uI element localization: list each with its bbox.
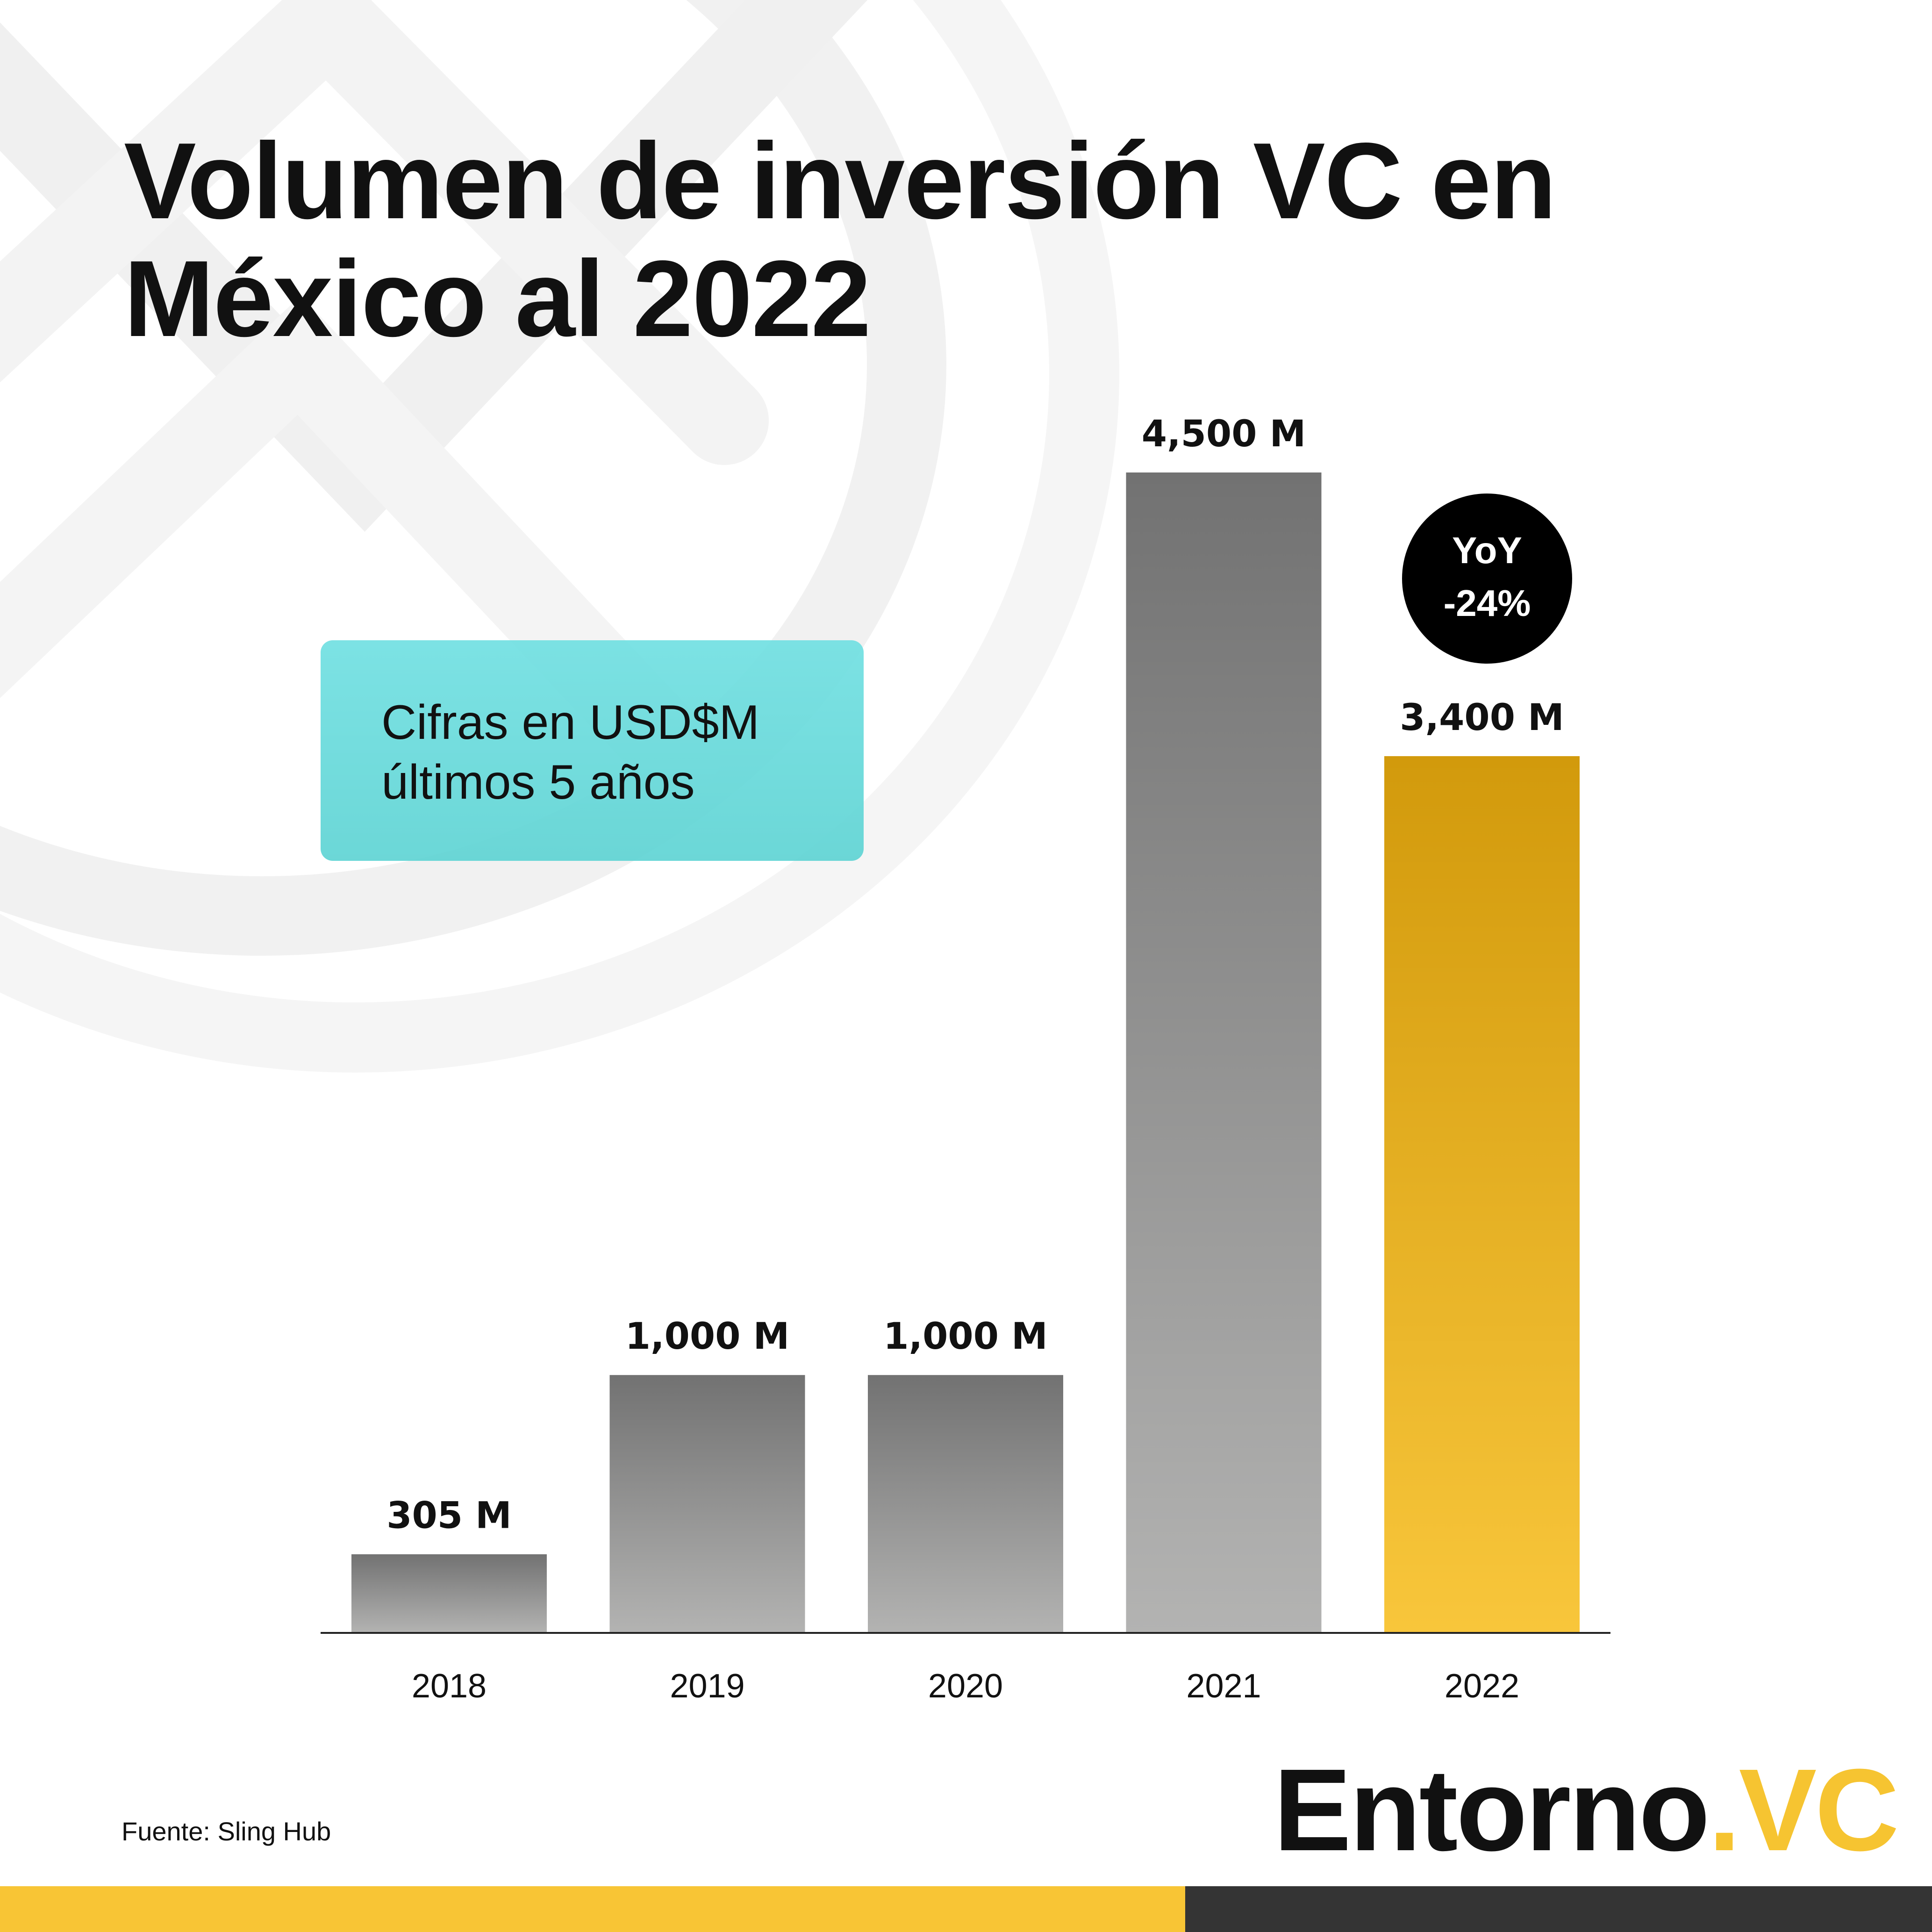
x-tick-label-2019: 2019 (670, 1667, 744, 1705)
value-label-2022: 3,400 M (1400, 697, 1564, 739)
x-tick-label-2018: 2018 (412, 1667, 487, 1705)
bg-globe-meridian (0, 0, 946, 956)
footer-bar-dark (1185, 1886, 1932, 1932)
brand-suffix: .VC (1708, 1745, 1899, 1875)
bar-2020 (868, 1375, 1063, 1633)
page-title: Volumen de inversión VC en México al 202… (124, 122, 1713, 358)
bar-2022 (1384, 756, 1580, 1633)
units-note: Cifras en USD$M últimos 5 años (321, 640, 864, 861)
bg-lattice-b (0, 0, 769, 465)
brand-logo: Entorno.VC (1274, 1745, 1899, 1875)
x-tick-label-2022: 2022 (1445, 1667, 1519, 1705)
title-line-2: México al 2022 (124, 238, 871, 359)
value-label-2020: 1,000 M (883, 1316, 1048, 1358)
title-line-1: Volumen de inversión VC en (124, 121, 1556, 242)
bar-2021 (1126, 472, 1322, 1633)
tick-labels-layer: 2018 2019 2020 2021 2022 (412, 1667, 1519, 1705)
bar-2018 (351, 1554, 547, 1633)
bg-lattice-c (0, 295, 720, 799)
source-note: Fuente: Sling Hub (122, 1817, 331, 1846)
yoy-badge-line-2: -24% (1444, 582, 1531, 624)
x-tick-label-2021: 2021 (1186, 1667, 1261, 1705)
bg-globe-ring (0, 0, 1119, 1073)
brand-name: Entorno (1274, 1745, 1710, 1875)
value-labels-layer: 305 M 1,000 M 1,000 M 4,500 M 3,400 M (386, 413, 1564, 1537)
yoy-badge-line-1: YoY (1452, 530, 1522, 571)
units-note-text: Cifras en USD$M últimos 5 años (381, 693, 759, 812)
value-label-2019: 1,000 M (625, 1316, 790, 1358)
bar-2019 (609, 1375, 805, 1633)
value-label-2018: 305 M (386, 1495, 512, 1537)
x-tick-label-2020: 2020 (928, 1667, 1003, 1705)
units-note-line-2: últimos 5 años (381, 755, 695, 809)
footer-bar-yellow (0, 1886, 1185, 1932)
units-note-line-1: Cifras en USD$M (381, 695, 760, 750)
value-label-2021: 4,500 M (1142, 413, 1306, 455)
yoy-badge: YoY -24% (1402, 494, 1572, 664)
bars-layer (351, 472, 1580, 1633)
yoy-badge-circle (1402, 494, 1572, 664)
